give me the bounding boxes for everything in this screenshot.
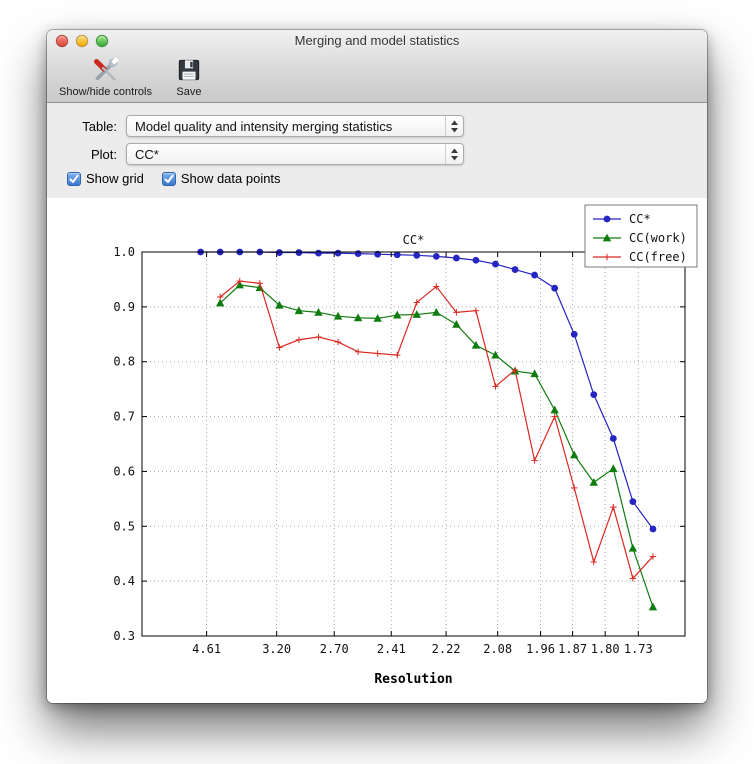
close-button[interactable] bbox=[56, 35, 68, 47]
svg-text:1.0: 1.0 bbox=[113, 245, 135, 259]
svg-text:CC(work): CC(work) bbox=[629, 231, 687, 245]
select-arrows-icon bbox=[445, 144, 463, 164]
toolbar-label: Show/hide controls bbox=[59, 86, 152, 98]
toolbar-label: Save bbox=[176, 86, 202, 98]
chart: 4.61 3.20 2.70 2.41 2.22 2.08 1.96 1.87 1.80 1.73… bbox=[113, 204, 698, 687]
svg-text:0.3: 0.3 bbox=[113, 629, 135, 643]
plot-select[interactable]: CC* bbox=[126, 143, 464, 165]
show-hide-controls-button[interactable]: Show/hide controls bbox=[59, 55, 152, 98]
svg-text:2.41: 2.41 bbox=[377, 642, 406, 656]
svg-text:0.5: 0.5 bbox=[113, 519, 135, 533]
plot-label: Plot: bbox=[90, 146, 117, 162]
svg-text:CC(free): CC(free) bbox=[629, 250, 687, 264]
table-select[interactable]: Model quality and intensity merging stat… bbox=[126, 115, 464, 137]
checkbox-check-icon bbox=[161, 171, 176, 186]
checkbox-label: Show grid bbox=[86, 171, 144, 186]
tools-icon bbox=[90, 55, 120, 85]
svg-text:0.4: 0.4 bbox=[113, 574, 135, 588]
traffic-lights bbox=[56, 35, 108, 47]
toolbar: Show/hide controls Save bbox=[47, 52, 707, 102]
minimize-button[interactable] bbox=[76, 35, 88, 47]
save-icon bbox=[176, 55, 202, 85]
table-select-value: Model quality and intensity merging stat… bbox=[135, 118, 393, 134]
plot-select-value: CC* bbox=[135, 146, 159, 162]
svg-text:0.7: 0.7 bbox=[113, 410, 135, 424]
zoom-button[interactable] bbox=[96, 35, 108, 47]
plot-row: Plot: CC* bbox=[47, 143, 707, 165]
svg-text:0.9: 0.9 bbox=[113, 300, 135, 314]
checkbox-label: Show data points bbox=[180, 171, 281, 186]
svg-text:3.20: 3.20 bbox=[262, 642, 291, 656]
checkbox-row: Show grid Show data points bbox=[67, 171, 707, 186]
save-button[interactable]: Save bbox=[176, 55, 202, 98]
table-label: Table: bbox=[82, 118, 117, 134]
svg-text:4.61: 4.61 bbox=[192, 642, 221, 656]
svg-text:2.08: 2.08 bbox=[483, 642, 512, 656]
plot-panel: 4.61 3.20 2.70 2.41 2.22 2.08 1.96 1.87 1.80 1.73… bbox=[47, 198, 707, 703]
table-row: Table: Model quality and intensity mergi… bbox=[47, 115, 707, 137]
show-grid-checkbox[interactable]: Show grid bbox=[67, 171, 144, 186]
svg-text:1.87: 1.87 bbox=[558, 642, 587, 656]
controls-panel: Table: Model quality and intensity mergi… bbox=[47, 103, 707, 198]
svg-text:0.8: 0.8 bbox=[113, 355, 135, 369]
svg-text:CC*: CC* bbox=[403, 233, 425, 247]
svg-text:CC*: CC* bbox=[629, 212, 651, 226]
svg-text:1.80: 1.80 bbox=[591, 642, 620, 656]
svg-text:2.22: 2.22 bbox=[432, 642, 461, 656]
svg-text:1.96: 1.96 bbox=[526, 642, 555, 656]
show-data-points-checkbox[interactable]: Show data points bbox=[161, 171, 281, 186]
svg-text:0.6: 0.6 bbox=[113, 464, 135, 478]
window-chrome: Merging and model statistics Show/hide c… bbox=[47, 30, 707, 103]
svg-text:2.70: 2.70 bbox=[320, 642, 349, 656]
app-window: Merging and model statistics Show/hide c… bbox=[47, 30, 707, 703]
svg-text:1.73: 1.73 bbox=[624, 642, 653, 656]
select-arrows-icon bbox=[445, 116, 463, 136]
svg-text:Resolution: Resolution bbox=[374, 672, 452, 687]
window-title: Merging and model statistics bbox=[294, 33, 460, 48]
checkbox-check-icon bbox=[67, 171, 81, 186]
titlebar[interactable]: Merging and model statistics bbox=[47, 30, 707, 52]
